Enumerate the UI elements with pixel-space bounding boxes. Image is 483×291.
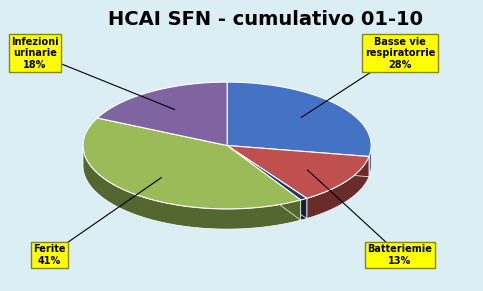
Polygon shape bbox=[369, 146, 371, 177]
Polygon shape bbox=[227, 146, 307, 200]
Polygon shape bbox=[227, 146, 369, 177]
Text: Infezioni
urinarie
18%: Infezioni urinarie 18% bbox=[11, 37, 59, 70]
Polygon shape bbox=[83, 146, 301, 229]
Polygon shape bbox=[83, 118, 301, 209]
Text: HCAI SFN - cumulativo 01-10: HCAI SFN - cumulativo 01-10 bbox=[108, 10, 423, 29]
Polygon shape bbox=[227, 146, 369, 198]
Polygon shape bbox=[227, 146, 301, 220]
Polygon shape bbox=[227, 82, 371, 157]
Polygon shape bbox=[227, 146, 307, 219]
Text: Batteriemie
13%: Batteriemie 13% bbox=[368, 244, 432, 266]
Text: Ferite
41%: Ferite 41% bbox=[33, 244, 66, 266]
Polygon shape bbox=[227, 146, 369, 177]
Polygon shape bbox=[97, 82, 227, 146]
Polygon shape bbox=[307, 157, 369, 219]
Polygon shape bbox=[227, 146, 301, 220]
Text: Basse vie
respiratorrie
28%: Basse vie respiratorrie 28% bbox=[365, 37, 435, 70]
Polygon shape bbox=[301, 198, 307, 220]
Polygon shape bbox=[227, 146, 307, 219]
